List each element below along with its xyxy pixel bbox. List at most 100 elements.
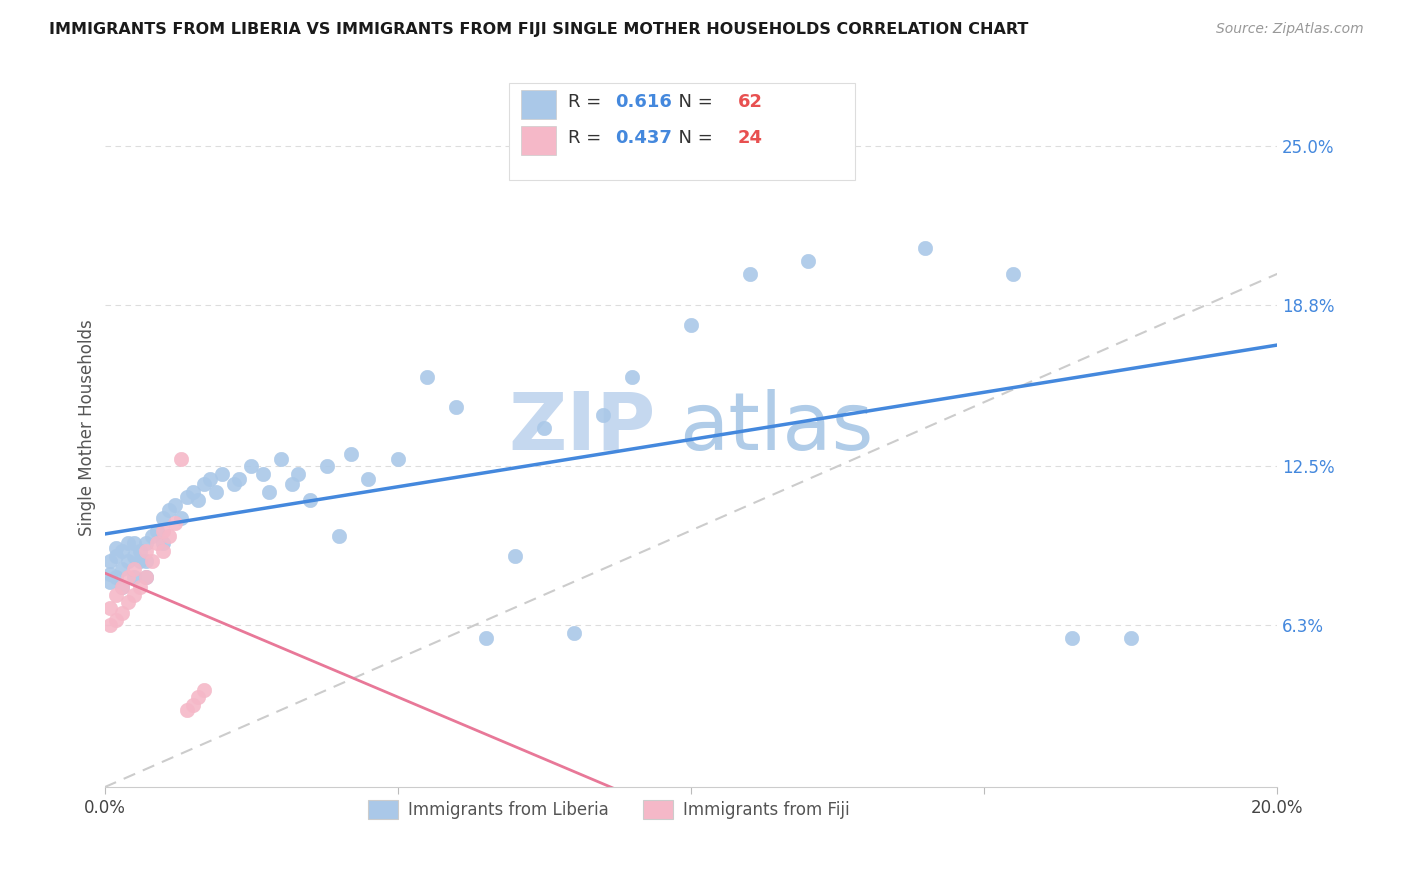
Point [111, 544, 134, 558]
Point [187, 492, 209, 507]
Point [122, 562, 145, 576]
Point [1002, 267, 1025, 281]
Point [281, 477, 304, 491]
Point [152, 544, 174, 558]
Text: R =: R = [568, 94, 607, 112]
Point [100, 567, 122, 582]
Point [181, 698, 204, 712]
Point [135, 570, 157, 584]
Point [100, 618, 122, 632]
Point [152, 524, 174, 538]
Point [141, 528, 163, 542]
Point [135, 544, 157, 558]
Point [152, 510, 174, 524]
Point [328, 528, 350, 542]
Point [157, 528, 180, 542]
Point [122, 588, 145, 602]
Text: ZIP: ZIP [509, 389, 655, 467]
Point [193, 682, 215, 697]
Point [533, 421, 555, 435]
Point [914, 241, 936, 255]
Point [117, 595, 139, 609]
Point [146, 536, 169, 550]
Point [298, 492, 321, 507]
Point [117, 554, 139, 568]
Point [257, 485, 280, 500]
Point [128, 580, 150, 594]
Point [105, 570, 128, 584]
Point [117, 570, 139, 584]
Point [1060, 632, 1083, 646]
FancyBboxPatch shape [520, 90, 557, 119]
Point [128, 554, 150, 568]
Point [122, 536, 145, 550]
Text: N =: N = [668, 129, 718, 147]
Text: 0.616: 0.616 [614, 94, 672, 112]
Point [738, 267, 761, 281]
Point [100, 554, 122, 568]
Point [387, 451, 409, 466]
Point [1119, 632, 1142, 646]
Y-axis label: Single Mother Households: Single Mother Households [79, 319, 96, 536]
Point [176, 490, 198, 504]
Point [105, 613, 128, 627]
Point [135, 570, 157, 584]
Point [187, 690, 209, 705]
Point [170, 451, 193, 466]
Text: R =: R = [568, 129, 607, 147]
Point [122, 549, 145, 564]
Point [176, 703, 198, 717]
Point [211, 467, 233, 481]
Point [100, 574, 122, 589]
Point [205, 485, 228, 500]
Point [416, 369, 439, 384]
Point [181, 485, 204, 500]
Point [679, 318, 702, 333]
Point [562, 626, 585, 640]
Point [111, 606, 134, 620]
Point [228, 472, 250, 486]
Point [105, 588, 128, 602]
Point [105, 549, 128, 564]
Text: atlas: atlas [679, 389, 873, 467]
Point [193, 477, 215, 491]
Point [163, 498, 186, 512]
Point [100, 600, 122, 615]
Text: N =: N = [668, 94, 718, 112]
Point [240, 459, 263, 474]
Point [141, 554, 163, 568]
Point [198, 472, 221, 486]
Point [446, 401, 468, 415]
Text: 0.437: 0.437 [614, 129, 672, 147]
Point [592, 408, 614, 422]
Point [170, 510, 193, 524]
Text: 62: 62 [738, 94, 763, 112]
Point [135, 536, 157, 550]
Point [316, 459, 339, 474]
Point [135, 554, 157, 568]
Point [111, 562, 134, 576]
FancyBboxPatch shape [520, 126, 557, 154]
Point [270, 451, 292, 466]
Point [252, 467, 274, 481]
Point [128, 544, 150, 558]
Text: IMMIGRANTS FROM LIBERIA VS IMMIGRANTS FROM FIJI SINGLE MOTHER HOUSEHOLDS CORRELA: IMMIGRANTS FROM LIBERIA VS IMMIGRANTS FR… [49, 22, 1029, 37]
Point [163, 516, 186, 530]
Point [105, 541, 128, 556]
Text: Source: ZipAtlas.com: Source: ZipAtlas.com [1216, 22, 1364, 37]
Point [340, 446, 363, 460]
Text: 24: 24 [738, 129, 763, 147]
Point [146, 524, 169, 538]
Point [797, 254, 820, 268]
Point [117, 536, 139, 550]
Point [503, 549, 526, 564]
Point [621, 369, 644, 384]
Point [111, 580, 134, 594]
Point [357, 472, 380, 486]
FancyBboxPatch shape [509, 83, 855, 180]
Point [111, 580, 134, 594]
Point [157, 503, 180, 517]
Point [222, 477, 245, 491]
Point [122, 570, 145, 584]
Point [287, 467, 309, 481]
